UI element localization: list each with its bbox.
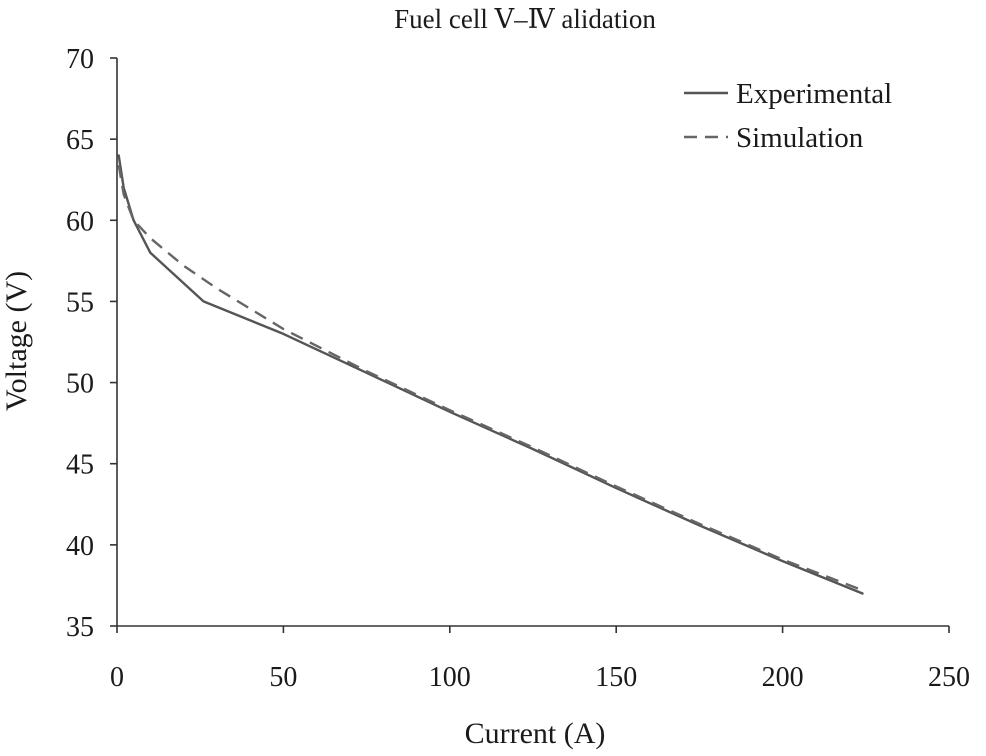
y-tick-group: 35 40 45 50 55 60 65 70 xyxy=(66,44,117,643)
x-tick-label: 100 xyxy=(429,662,471,693)
legend-label-experimental: Experimental xyxy=(736,78,892,110)
legend: Experimental Simulation xyxy=(684,78,892,154)
legend-label-simulation: Simulation xyxy=(736,122,864,154)
y-tick-label: 55 xyxy=(66,287,94,318)
series-line-simulation xyxy=(117,164,863,592)
y-tick-label: 40 xyxy=(66,531,94,562)
y-axis-title: Voltage (V) xyxy=(0,271,33,411)
series-layer xyxy=(117,154,864,595)
x-tick-label: 150 xyxy=(595,662,637,693)
x-tick-label: 50 xyxy=(269,662,297,693)
y-tick-label: 45 xyxy=(66,450,94,481)
y-tick-label: 65 xyxy=(66,125,94,156)
y-tick-label: 50 xyxy=(66,369,94,400)
x-tick-label: 0 xyxy=(110,662,124,693)
x-axis-title: Current (A) xyxy=(465,717,606,750)
x-tick-label: 200 xyxy=(762,662,804,693)
y-tick-label: 60 xyxy=(66,206,94,237)
series-line-experimental xyxy=(117,154,864,595)
x-tick-label: 250 xyxy=(928,662,970,693)
x-tick-group: 0 50 100 150 200 250 xyxy=(110,626,970,693)
y-tick-label: 70 xyxy=(66,44,94,75)
chart-title: Fuel cell Ⅴ–Ⅳ alidation xyxy=(394,4,656,34)
y-tick-label: 35 xyxy=(66,612,94,643)
